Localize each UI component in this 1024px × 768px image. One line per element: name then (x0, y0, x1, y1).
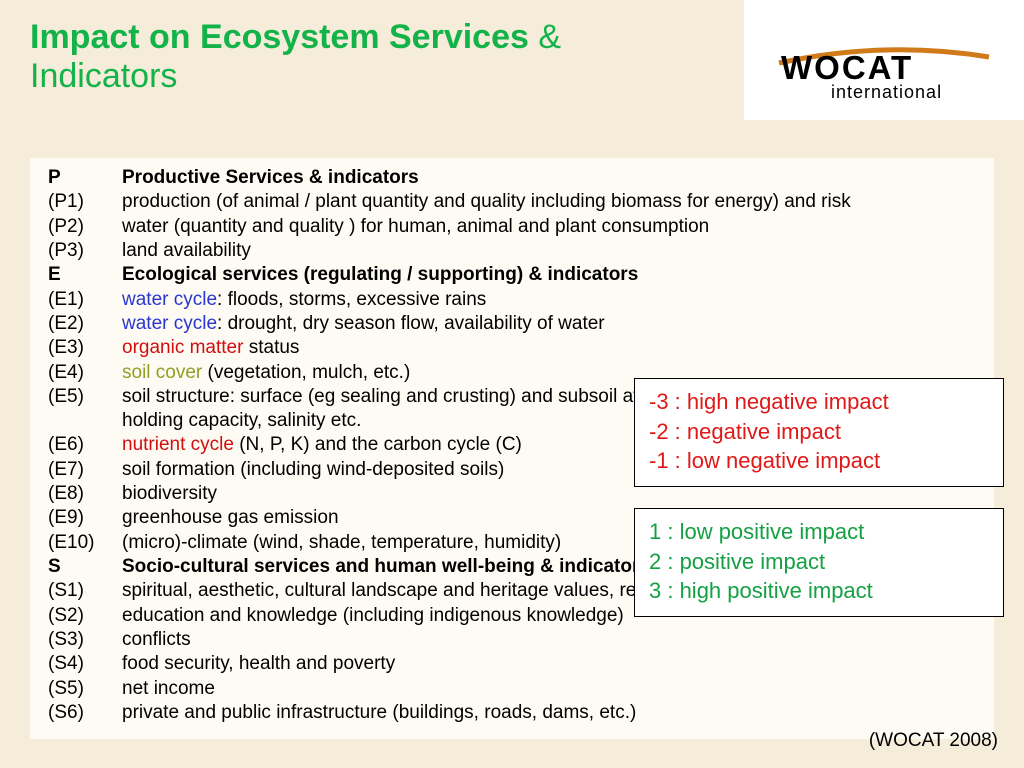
legend-positive: 1 : low positive impact 2 : positive imp… (634, 508, 1004, 617)
indicator-code: (P3) (48, 239, 122, 263)
indicator-row: (E1)water cycle: floods, storms, excessi… (48, 288, 976, 312)
indicator-code: (S4) (48, 652, 122, 676)
content-area: PProductive Services & indicators(P1)pro… (30, 158, 994, 739)
indicator-row: (P1)production (of animal / plant quanti… (48, 190, 976, 214)
indicator-code: (E4) (48, 361, 122, 385)
indicator-prefix: water cycle (122, 289, 217, 310)
indicator-text: net income (122, 677, 976, 701)
indicator-prefix: organic matter (122, 337, 243, 358)
indicator-code: (S1) (48, 579, 122, 603)
indicator-text: private and public infrastructure (build… (122, 701, 976, 725)
indicator-text: food security, health and poverty (122, 652, 976, 676)
indicator-code: (E9) (48, 506, 122, 530)
section-title: Productive Services & indicators (122, 166, 976, 190)
wocat-logo-icon: WOCAT international (769, 35, 999, 105)
section-code: P (48, 166, 122, 190)
indicator-prefix: soil cover (122, 362, 202, 383)
legend-pos-1: 1 : low positive impact (649, 517, 989, 547)
title-ampersand: & (529, 18, 561, 56)
indicator-code: (E7) (48, 458, 122, 482)
indicator-code: (P1) (48, 190, 122, 214)
indicator-text: land availability (122, 239, 976, 263)
legend-neg-3: -3 : high negative impact (649, 387, 989, 417)
indicator-row: (S4)food security, health and poverty (48, 652, 976, 676)
section-header-P: PProductive Services & indicators (48, 166, 976, 190)
indicator-text: water (quantity and quality ) for human,… (122, 215, 976, 239)
indicator-row: (P2)water (quantity and quality ) for hu… (48, 215, 976, 239)
indicator-text: conflicts (122, 628, 976, 652)
indicator-code: (S2) (48, 604, 122, 628)
legend-pos-2: 2 : positive impact (649, 547, 989, 577)
indicator-row: (E3)organic matter status (48, 336, 976, 360)
title-main: Impact on Ecosystem Services (30, 18, 529, 56)
indicator-row: (P3)land availability (48, 239, 976, 263)
legend-negative: -3 : high negative impact -2 : negative … (634, 378, 1004, 487)
section-code: E (48, 263, 122, 287)
indicator-code: (E1) (48, 288, 122, 312)
indicator-code: (E10) (48, 531, 122, 555)
indicator-row: (E2)water cycle: drought, dry season flo… (48, 312, 976, 336)
indicator-text: production (of animal / plant quantity a… (122, 190, 976, 214)
svg-text:WOCAT: WOCAT (781, 49, 913, 86)
footer-citation: (WOCAT 2008) (869, 730, 998, 752)
indicator-code: (P2) (48, 215, 122, 239)
indicator-prefix: nutrient cycle (122, 434, 234, 455)
indicator-code: (S5) (48, 677, 122, 701)
indicator-text: organic matter status (122, 336, 976, 360)
indicator-code: (E8) (48, 482, 122, 506)
indicator-code: (E5) (48, 385, 122, 434)
logo-box: WOCAT international (744, 0, 1024, 120)
legend-neg-2: -2 : negative impact (649, 417, 989, 447)
legend-neg-1: -1 : low negative impact (649, 446, 989, 476)
indicator-row: (S6)private and public infrastructure (b… (48, 701, 976, 725)
indicator-code: (E3) (48, 336, 122, 360)
indicator-text: water cycle: floods, storms, excessive r… (122, 288, 976, 312)
legend-pos-3: 3 : high positive impact (649, 576, 989, 606)
indicator-code: (E2) (48, 312, 122, 336)
indicator-row: (S3)conflicts (48, 628, 976, 652)
indicator-row: (S5)net income (48, 677, 976, 701)
indicator-code: (E6) (48, 433, 122, 457)
indicator-code: (S6) (48, 701, 122, 725)
svg-text:international: international (831, 82, 942, 102)
section-title: Ecological services (regulating / suppor… (122, 263, 976, 287)
header: Impact on Ecosystem Services & Indicator… (0, 0, 1024, 130)
section-code: S (48, 555, 122, 579)
section-header-E: EEcological services (regulating / suppo… (48, 263, 976, 287)
indicator-code: (S3) (48, 628, 122, 652)
indicator-prefix: water cycle (122, 313, 217, 334)
indicator-text: water cycle: drought, dry season flow, a… (122, 312, 976, 336)
